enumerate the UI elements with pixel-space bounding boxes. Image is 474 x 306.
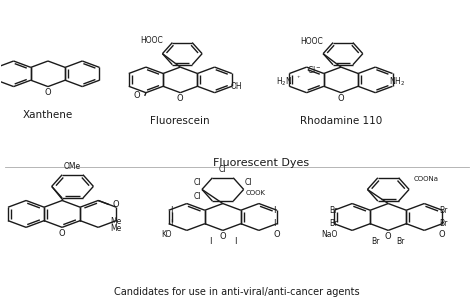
- Text: Fluorescein: Fluorescein: [150, 116, 210, 126]
- Text: COOK: COOK: [246, 190, 266, 196]
- Text: Rhodamine 110: Rhodamine 110: [300, 116, 382, 126]
- Text: I: I: [273, 219, 276, 228]
- Text: I: I: [209, 237, 211, 246]
- Text: H$_2$N: H$_2$N: [276, 76, 293, 88]
- Text: I: I: [170, 219, 172, 228]
- Text: OH: OH: [230, 82, 242, 91]
- Text: Br: Br: [329, 219, 337, 228]
- Text: Cl: Cl: [245, 178, 252, 187]
- Text: I: I: [170, 206, 172, 215]
- Text: HOOC: HOOC: [140, 36, 163, 46]
- Text: NaO: NaO: [321, 230, 337, 239]
- Text: Cl: Cl: [219, 165, 227, 174]
- Text: HOOC: HOOC: [301, 37, 323, 46]
- Text: COONa: COONa: [413, 176, 438, 182]
- Text: O: O: [337, 94, 344, 103]
- Text: KO: KO: [162, 230, 172, 239]
- Text: O: O: [113, 200, 119, 209]
- Text: Xanthene: Xanthene: [23, 110, 73, 120]
- Text: I: I: [273, 206, 276, 215]
- Text: OMe: OMe: [64, 162, 81, 171]
- Text: Cl: Cl: [193, 192, 201, 201]
- Text: $^+$: $^+$: [296, 75, 302, 80]
- Text: Cl$^-$: Cl$^-$: [307, 64, 321, 75]
- Text: Candidates for use in anti-viral/anti-cancer agents: Candidates for use in anti-viral/anti-ca…: [114, 287, 360, 297]
- Text: O: O: [385, 232, 392, 241]
- Text: O: O: [59, 229, 65, 237]
- Text: Br: Br: [439, 206, 447, 215]
- Text: Me: Me: [111, 218, 122, 226]
- Text: Br: Br: [439, 219, 447, 228]
- Text: O: O: [133, 91, 140, 100]
- Text: O: O: [45, 88, 51, 97]
- Text: Me: Me: [111, 224, 122, 233]
- Text: I: I: [234, 237, 237, 246]
- Text: Fluorescent Dyes: Fluorescent Dyes: [212, 158, 309, 168]
- Text: Br: Br: [397, 237, 405, 246]
- Text: Br: Br: [329, 206, 337, 215]
- Text: O: O: [177, 94, 183, 103]
- Text: NH$_2$: NH$_2$: [389, 76, 405, 88]
- Text: O: O: [439, 230, 446, 239]
- Text: Cl: Cl: [193, 178, 201, 187]
- Text: O: O: [219, 232, 226, 241]
- Text: O: O: [273, 230, 280, 239]
- Text: Br: Br: [372, 237, 380, 246]
